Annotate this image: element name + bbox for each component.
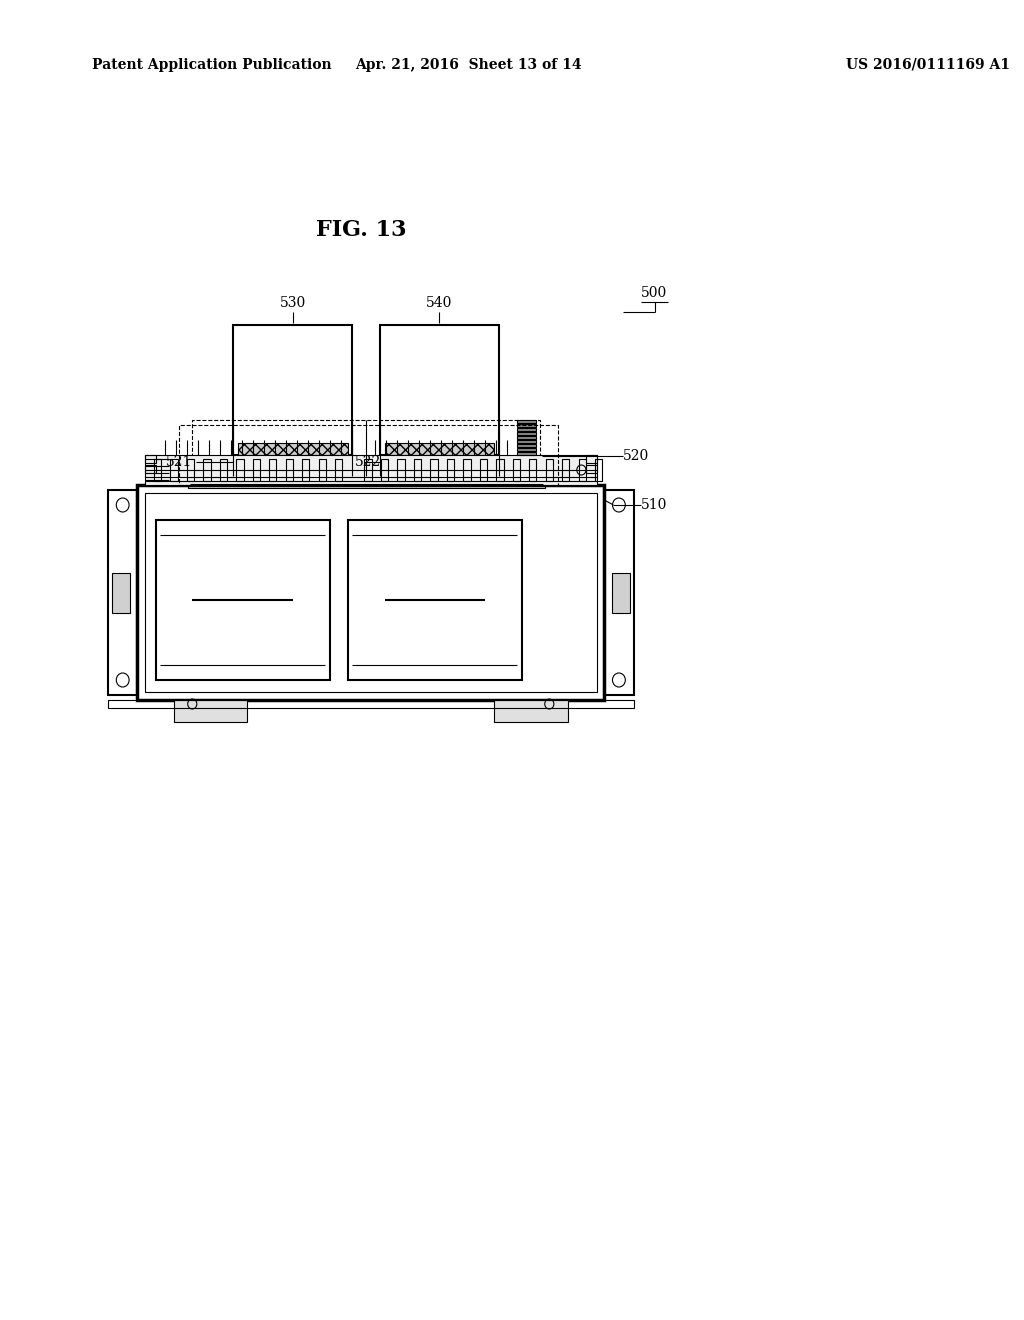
Text: 530: 530 xyxy=(280,296,306,310)
Bar xyxy=(156,520,330,680)
Bar xyxy=(174,700,247,722)
Bar xyxy=(495,700,567,722)
Bar xyxy=(517,420,536,422)
Bar xyxy=(586,455,597,463)
Bar xyxy=(154,459,161,480)
Bar xyxy=(385,444,495,455)
Bar xyxy=(170,459,177,480)
Bar xyxy=(546,459,553,480)
Bar xyxy=(430,459,437,480)
Bar xyxy=(302,459,309,480)
Bar xyxy=(517,447,536,451)
Bar xyxy=(253,459,260,480)
Bar xyxy=(380,325,499,455)
Bar xyxy=(611,573,630,612)
Text: 521: 521 xyxy=(166,455,193,469)
Bar xyxy=(446,459,454,480)
Text: 540: 540 xyxy=(426,296,453,310)
Bar xyxy=(178,425,558,484)
Bar xyxy=(604,490,634,696)
Bar xyxy=(529,459,537,480)
Bar xyxy=(238,444,348,455)
Bar xyxy=(286,459,293,480)
Bar xyxy=(517,436,536,440)
Bar xyxy=(203,459,211,480)
Bar xyxy=(318,459,326,480)
Bar xyxy=(137,484,604,700)
Bar xyxy=(348,520,522,680)
Bar xyxy=(517,432,536,436)
Bar xyxy=(187,477,545,488)
Text: FIG. 13: FIG. 13 xyxy=(316,219,407,242)
Bar xyxy=(479,459,487,480)
Bar xyxy=(144,465,156,473)
Text: US 2016/0111169 A1: US 2016/0111169 A1 xyxy=(846,58,1010,73)
Bar xyxy=(562,459,569,480)
Text: 520: 520 xyxy=(623,449,649,463)
Bar xyxy=(335,459,342,480)
Bar xyxy=(109,700,634,708)
Bar xyxy=(220,459,227,480)
Bar xyxy=(112,573,130,612)
Bar xyxy=(193,420,541,480)
Bar xyxy=(517,424,536,426)
Bar xyxy=(517,440,536,444)
Bar xyxy=(497,459,504,480)
Text: 510: 510 xyxy=(641,498,668,512)
Bar xyxy=(144,455,156,463)
Text: 500: 500 xyxy=(641,286,667,300)
Bar xyxy=(144,492,597,692)
Text: Patent Application Publication: Patent Application Publication xyxy=(91,58,331,73)
Bar xyxy=(414,459,421,480)
Bar xyxy=(233,325,352,455)
Bar xyxy=(397,459,404,480)
Bar xyxy=(144,455,597,484)
Bar xyxy=(269,459,276,480)
Bar xyxy=(517,444,536,447)
Text: 522: 522 xyxy=(355,455,382,469)
Bar xyxy=(517,451,536,455)
Bar xyxy=(463,459,471,480)
Bar xyxy=(579,459,586,480)
Bar xyxy=(381,459,388,480)
Bar xyxy=(513,459,520,480)
Bar xyxy=(586,465,597,473)
Text: Apr. 21, 2016  Sheet 13 of 14: Apr. 21, 2016 Sheet 13 of 14 xyxy=(355,58,582,73)
Bar xyxy=(595,459,602,480)
Bar xyxy=(237,459,244,480)
Bar xyxy=(517,428,536,432)
Bar xyxy=(365,459,372,480)
Bar xyxy=(109,490,137,696)
Bar xyxy=(186,459,195,480)
